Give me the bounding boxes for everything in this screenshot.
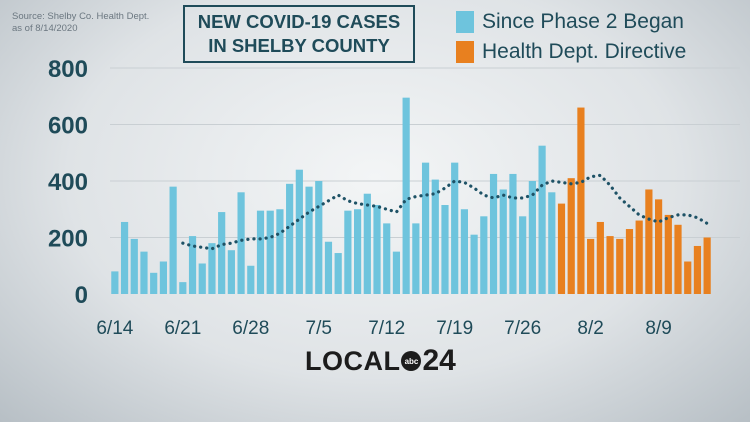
bar-phase2 bbox=[256, 210, 265, 294]
bar-phase2 bbox=[373, 205, 381, 294]
bar-phase2 bbox=[344, 210, 352, 294]
bar-directive bbox=[693, 245, 702, 294]
bar-phase2 bbox=[383, 223, 391, 295]
legend-item-phase2: Since Phase 2 Began bbox=[456, 8, 686, 36]
legend-item-directive: Health Dept. Directive bbox=[456, 38, 686, 66]
bar-directive bbox=[557, 203, 566, 294]
logo-text: LOCAL bbox=[305, 345, 401, 376]
bar-directive bbox=[577, 107, 585, 294]
x-axis: 6/14 6/21 6/28 7/5 7/12 7/19 7/26 8/2 8/9 bbox=[96, 318, 671, 339]
bar-phase2 bbox=[179, 282, 187, 294]
legend-swatch-directive bbox=[456, 41, 474, 63]
bar-directive bbox=[655, 199, 663, 294]
bar-directive bbox=[703, 237, 711, 294]
bar-phase2 bbox=[528, 181, 536, 294]
x-tick-label: 8/2 bbox=[577, 318, 603, 339]
bar-phase2 bbox=[208, 243, 216, 294]
bar-phase2 bbox=[247, 265, 255, 294]
bar-directive bbox=[674, 224, 682, 294]
bar-phase2 bbox=[489, 173, 498, 294]
bar-phase2 bbox=[421, 162, 430, 294]
bar-directive bbox=[606, 236, 614, 294]
bar-phase2 bbox=[286, 183, 294, 294]
bar-phase2 bbox=[140, 251, 148, 295]
y-tick-label: 800 bbox=[48, 56, 88, 83]
bar-directive bbox=[625, 229, 634, 294]
average-line bbox=[181, 173, 709, 251]
x-tick-label: 6/21 bbox=[164, 318, 201, 339]
bar-phase2 bbox=[470, 234, 478, 294]
x-tick-label: 7/12 bbox=[368, 318, 405, 339]
bar-phase2 bbox=[305, 186, 313, 294]
bar-phase2 bbox=[451, 162, 459, 294]
bar-phase2 bbox=[402, 97, 410, 294]
bar-phase2 bbox=[111, 271, 119, 294]
y-tick-label: 600 bbox=[48, 113, 88, 140]
bar-phase2 bbox=[354, 209, 362, 294]
bar-phase2 bbox=[412, 223, 420, 295]
x-tick-label: 8/9 bbox=[645, 318, 671, 339]
bar-phase2 bbox=[334, 253, 342, 294]
bar-phase2 bbox=[315, 181, 323, 294]
local24-logo: LOCAL abc 24 bbox=[305, 343, 456, 379]
bar-phase2 bbox=[431, 179, 439, 294]
bar-phase2 bbox=[227, 250, 235, 294]
bar-phase2 bbox=[519, 216, 527, 294]
bar-phase2 bbox=[441, 205, 449, 294]
legend-label-phase2: Since Phase 2 Began bbox=[482, 10, 684, 33]
bar-phase2 bbox=[218, 212, 226, 294]
bar-phase2 bbox=[324, 241, 333, 294]
abc-logo-icon: abc bbox=[401, 351, 422, 371]
chart-title-line-1: NEW COVID-19 CASES bbox=[197, 11, 401, 32]
x-tick-label: 6/28 bbox=[232, 318, 269, 339]
x-tick-label: 7/19 bbox=[436, 318, 473, 339]
bar-directive bbox=[664, 214, 672, 294]
bar-directive bbox=[616, 238, 624, 294]
bar-phase2 bbox=[538, 145, 546, 294]
bar-phase2 bbox=[237, 192, 245, 294]
bar-phase2 bbox=[392, 251, 401, 295]
bar-directive bbox=[567, 178, 575, 294]
legend-label-directive: Health Dept. Directive bbox=[482, 40, 687, 63]
bar-directive bbox=[645, 189, 653, 294]
source-line-1: Source: Shelby Co. Health Dept. bbox=[12, 11, 150, 22]
bar-phase2 bbox=[363, 193, 371, 294]
legend-swatch-phase2 bbox=[456, 11, 474, 33]
x-tick-label: 7/26 bbox=[504, 318, 541, 339]
x-tick-label: 7/5 bbox=[306, 318, 332, 339]
source-note: Source: Shelby Co. Health Dept. as of 8/… bbox=[12, 11, 172, 35]
y-tick-label: 200 bbox=[48, 226, 88, 253]
chart-title-line-2: IN SHELBY COUNTY bbox=[208, 35, 390, 56]
bar-phase2 bbox=[169, 186, 177, 294]
bars bbox=[111, 97, 711, 295]
bar-phase2 bbox=[150, 272, 158, 294]
bar-phase2 bbox=[120, 221, 129, 294]
bar-directive bbox=[596, 221, 604, 294]
y-axis: 0 200 400 600 800 bbox=[48, 56, 88, 309]
bar-directive bbox=[684, 261, 692, 294]
bar-phase2 bbox=[295, 169, 303, 294]
logo-number: 24 bbox=[422, 344, 456, 377]
y-tick-label: 0 bbox=[75, 282, 88, 309]
bar-directive bbox=[635, 220, 643, 294]
y-tick-label: 400 bbox=[48, 169, 88, 196]
chart-legend: Since Phase 2 Began Health Dept. Directi… bbox=[456, 8, 686, 68]
chart-title: NEW COVID-19 CASES IN SHELBY COUNTY bbox=[183, 5, 415, 63]
bar-phase2 bbox=[460, 209, 468, 294]
bar-phase2 bbox=[188, 236, 197, 294]
bar-phase2 bbox=[548, 192, 556, 294]
bar-phase2 bbox=[480, 216, 488, 294]
bar-phase2 bbox=[499, 189, 507, 294]
bar-phase2 bbox=[509, 173, 517, 294]
average-line-path bbox=[181, 173, 709, 251]
bar-directive bbox=[587, 238, 595, 294]
bar-phase2 bbox=[159, 261, 167, 294]
source-line-2: as of 8/14/2020 bbox=[12, 23, 78, 34]
x-tick-label: 6/14 bbox=[96, 318, 133, 339]
bar-phase2 bbox=[266, 210, 274, 294]
bar-phase2 bbox=[130, 238, 138, 294]
bar-phase2 bbox=[198, 263, 206, 294]
bar-phase2 bbox=[276, 209, 284, 294]
